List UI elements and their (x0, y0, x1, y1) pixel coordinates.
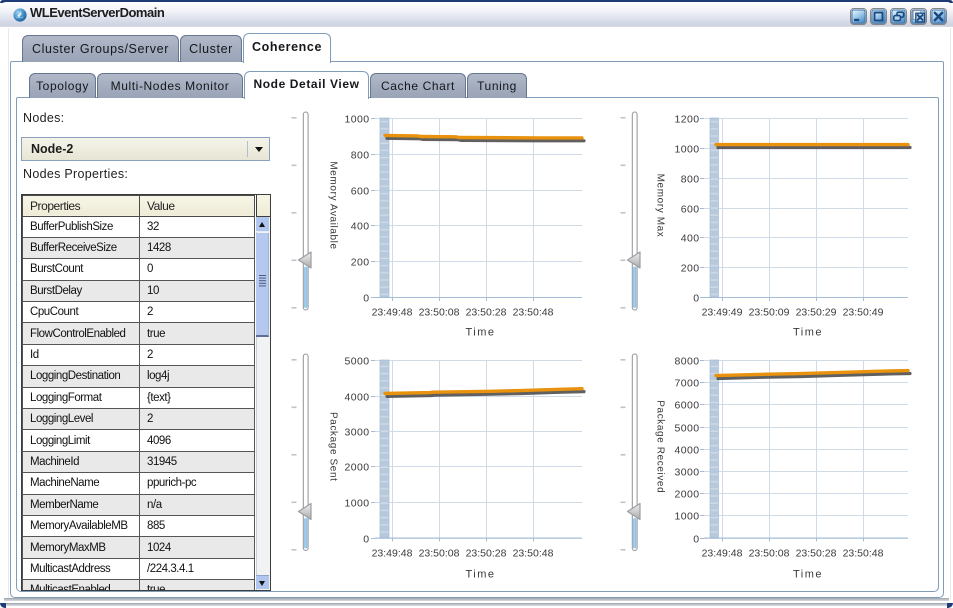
svg-text:1000: 1000 (345, 114, 370, 126)
svg-text:4000: 4000 (675, 445, 700, 457)
svg-text:0: 0 (363, 293, 369, 305)
svg-text:Time: Time (465, 327, 495, 339)
svg-text:Memory Max: Memory Max (655, 174, 666, 238)
svg-text:1000: 1000 (675, 144, 700, 156)
svg-text:23:50:28: 23:50:28 (466, 548, 507, 560)
svg-text:5000: 5000 (675, 423, 700, 435)
svg-text:2000: 2000 (345, 462, 370, 474)
svg-text:23:50:08: 23:50:08 (749, 548, 790, 560)
svg-text:23:49:48: 23:49:48 (372, 548, 413, 560)
svg-text:23:50:29: 23:50:29 (796, 307, 837, 319)
svg-text:23:50:48: 23:50:48 (513, 548, 554, 560)
svg-text:3000: 3000 (345, 427, 370, 439)
svg-text:Time: Time (465, 569, 495, 581)
svg-text:23:50:08: 23:50:08 (419, 307, 460, 319)
svg-text:400: 400 (681, 233, 700, 245)
svg-text:Package Sent: Package Sent (328, 412, 339, 481)
svg-text:23:50:28: 23:50:28 (796, 548, 837, 560)
svg-text:400: 400 (351, 221, 370, 233)
svg-text:1200: 1200 (675, 114, 700, 126)
svg-text:600: 600 (351, 186, 370, 198)
svg-text:23:50:28: 23:50:28 (466, 307, 507, 319)
svg-text:800: 800 (351, 150, 370, 162)
svg-text:2000: 2000 (675, 489, 700, 501)
svg-text:23:50:48: 23:50:48 (513, 307, 554, 319)
svg-text:23:49:48: 23:49:48 (372, 307, 413, 319)
svg-text:23:49:49: 23:49:49 (702, 307, 743, 319)
svg-text:23:50:49: 23:50:49 (843, 307, 884, 319)
svg-text:0: 0 (693, 293, 699, 305)
svg-text:1000: 1000 (345, 498, 370, 510)
svg-text:7000: 7000 (675, 378, 700, 390)
svg-text:1000: 1000 (675, 511, 700, 523)
svg-text:Time: Time (793, 569, 823, 581)
svg-text:Memory Available: Memory Available (328, 161, 339, 249)
svg-text:23:50:09: 23:50:09 (749, 307, 790, 319)
svg-text:Package Received: Package Received (655, 400, 666, 493)
svg-text:Time: Time (793, 327, 823, 339)
svg-text:200: 200 (351, 257, 370, 269)
svg-text:3000: 3000 (675, 467, 700, 479)
svg-text:6000: 6000 (675, 400, 700, 412)
svg-text:23:49:48: 23:49:48 (702, 548, 743, 560)
svg-text:0: 0 (693, 534, 699, 546)
svg-text:23:50:08: 23:50:08 (419, 548, 460, 560)
svg-text:200: 200 (681, 263, 700, 275)
svg-text:0: 0 (363, 534, 369, 546)
svg-text:5000: 5000 (345, 356, 370, 368)
svg-text:23:50:48: 23:50:48 (843, 548, 884, 560)
svg-text:8000: 8000 (675, 356, 700, 368)
svg-text:600: 600 (681, 204, 700, 216)
svg-text:800: 800 (681, 174, 700, 186)
svg-text:4000: 4000 (345, 392, 370, 404)
